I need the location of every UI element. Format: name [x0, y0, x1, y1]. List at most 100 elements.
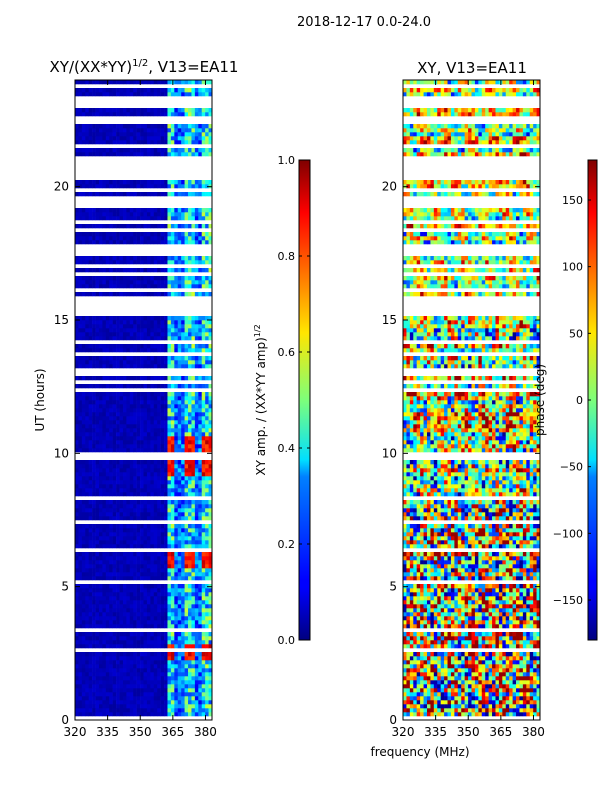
heat-cell	[417, 680, 421, 684]
heat-cell	[130, 576, 134, 580]
heat-cell	[109, 476, 113, 480]
heat-cell	[82, 348, 86, 352]
heat-cell	[144, 256, 148, 260]
heat-cell	[191, 640, 195, 644]
heat-cell	[413, 704, 417, 708]
heat-cell	[133, 412, 137, 416]
heat-cell	[171, 316, 175, 320]
heat-cell	[99, 236, 103, 240]
heat-cell	[154, 440, 158, 444]
heat-cell	[99, 524, 103, 528]
heat-cell	[191, 268, 195, 272]
heat-cell	[96, 136, 100, 140]
heat-cell	[188, 540, 192, 544]
heat-cell	[102, 400, 106, 404]
heat-cell	[96, 80, 100, 84]
heat-cell	[96, 208, 100, 212]
heat-cell	[85, 376, 89, 380]
colorbar-tick-label: 0.2	[278, 538, 296, 551]
heat-cell	[147, 260, 151, 264]
heat-cell	[116, 404, 120, 408]
heat-cell	[130, 424, 134, 428]
heat-cell	[195, 704, 199, 708]
heat-cell	[205, 680, 209, 684]
heat-cell	[198, 148, 202, 152]
heat-cell	[116, 460, 120, 464]
heat-cell	[144, 108, 148, 112]
heat-cell	[126, 208, 130, 212]
heat-cell	[454, 688, 458, 692]
heat-cell	[195, 708, 199, 712]
heat-cell	[120, 132, 124, 136]
heat-cell	[188, 316, 192, 320]
heat-cell	[465, 688, 469, 692]
heat-cell	[82, 568, 86, 572]
heat-cell	[89, 136, 93, 140]
heat-cell	[85, 180, 89, 184]
heat-cell	[140, 140, 144, 144]
heat-cell	[123, 572, 127, 576]
heat-cell	[144, 660, 148, 664]
heat-cell	[75, 564, 79, 568]
heat-cell	[482, 688, 486, 692]
heat-cell	[167, 584, 171, 588]
heat-cell	[191, 404, 195, 408]
heat-cell	[167, 704, 171, 708]
heat-cell	[102, 392, 106, 396]
heat-cell	[92, 532, 96, 536]
heat-cell	[202, 592, 206, 596]
heat-cell	[157, 208, 161, 212]
heat-cell	[174, 484, 178, 488]
heat-cell	[530, 712, 534, 716]
heat-cell	[113, 404, 117, 408]
heat-cell	[92, 136, 96, 140]
heat-cell	[133, 656, 137, 660]
heat-cell	[126, 436, 130, 440]
heat-cell	[99, 348, 103, 352]
heat-cell	[185, 232, 189, 236]
heat-cell	[195, 540, 199, 544]
heat-cell	[120, 556, 124, 560]
heat-cell	[89, 692, 93, 696]
heat-cell	[157, 584, 161, 588]
heat-cell	[123, 424, 127, 428]
heat-cell	[78, 532, 82, 536]
heat-cell	[123, 88, 127, 92]
heat-cell	[130, 420, 134, 424]
heat-cell	[191, 184, 195, 188]
heat-cell	[185, 88, 189, 92]
heat-cell	[205, 696, 209, 700]
heat-cell	[78, 232, 82, 236]
heat-cell	[106, 224, 110, 228]
heat-cell	[164, 148, 168, 152]
heat-cell	[188, 284, 192, 288]
heat-cell	[178, 276, 182, 280]
heat-cell	[202, 424, 206, 428]
heat-cell	[140, 316, 144, 320]
heat-cell	[178, 708, 182, 712]
heat-cell	[205, 124, 209, 128]
heat-cell	[198, 276, 202, 280]
heat-cell	[75, 604, 79, 608]
heat-cell	[150, 180, 154, 184]
heat-cell	[185, 184, 189, 188]
heat-cell	[85, 276, 89, 280]
heat-cell	[113, 428, 117, 432]
heat-cell	[181, 668, 185, 672]
heat-cell	[133, 140, 137, 144]
heat-cell	[154, 672, 158, 676]
heat-cell	[406, 680, 410, 684]
heat-cell	[406, 700, 410, 704]
heat-cell	[202, 124, 206, 128]
heat-cell	[133, 596, 137, 600]
y-tick-label: 20	[54, 180, 69, 194]
heat-cell	[92, 448, 96, 452]
heat-cell	[75, 472, 79, 476]
heat-cell	[116, 412, 120, 416]
heat-cell	[167, 316, 171, 320]
heat-cell	[161, 208, 165, 212]
heat-cell	[120, 108, 124, 112]
heat-cell	[458, 708, 462, 712]
heat-cell	[171, 600, 175, 604]
